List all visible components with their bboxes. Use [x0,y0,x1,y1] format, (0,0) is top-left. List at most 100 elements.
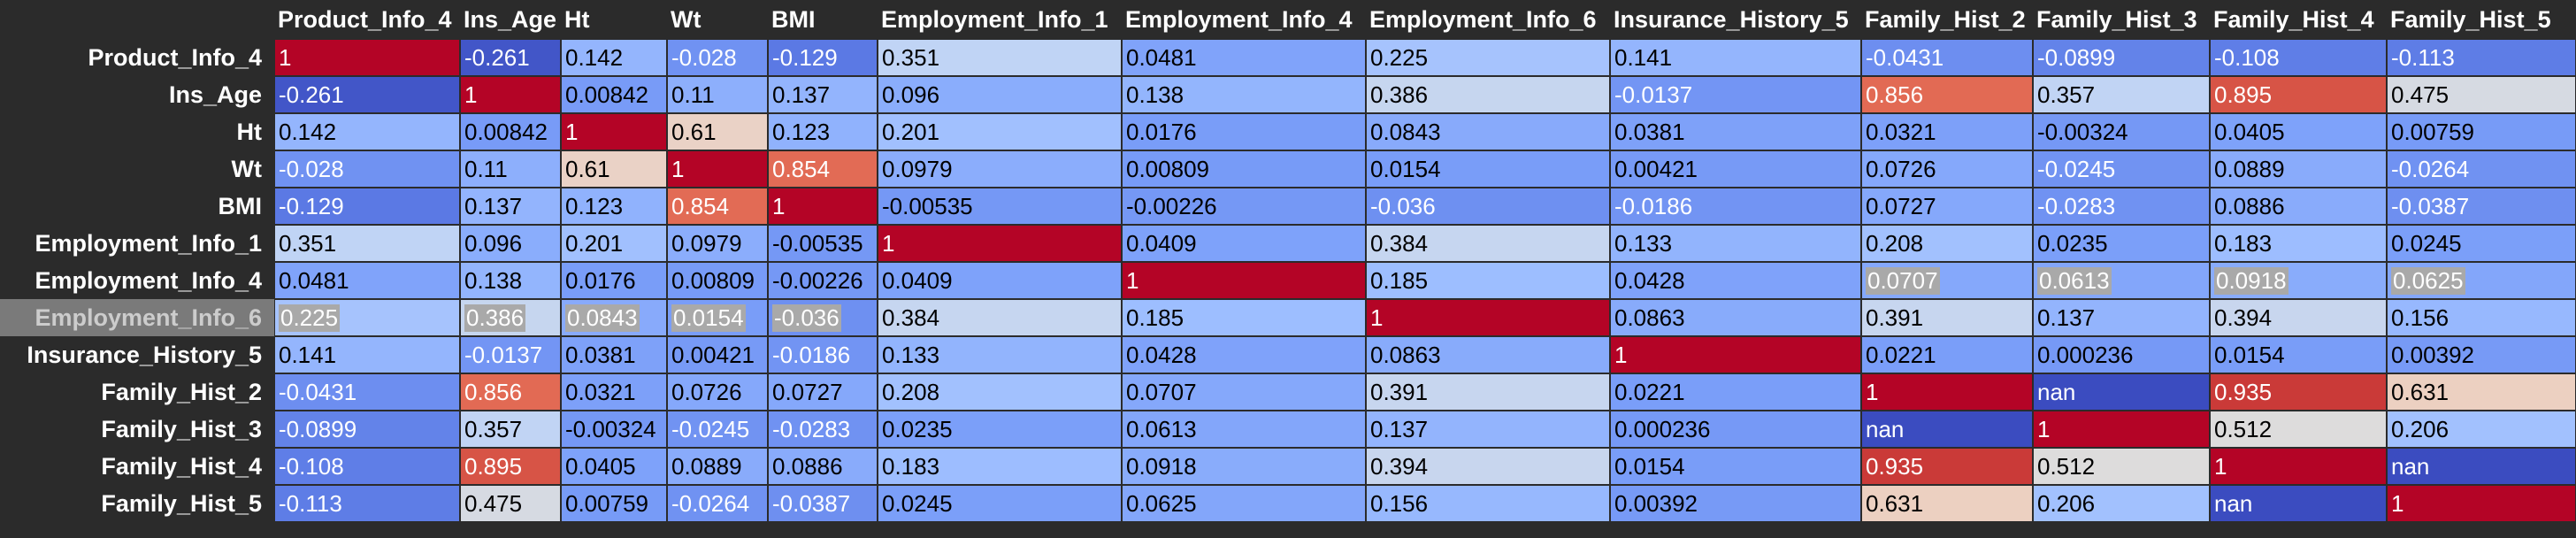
cell-ins-age-ins-age[interactable]: 1 [460,76,561,113]
cell-wt-family-hist-4[interactable]: 0.0889 [2210,150,2387,188]
cell-family-hist-3-insurance-history-5[interactable]: 0.000236 [1610,411,1861,448]
cell-ins-age-insurance-history-5[interactable]: -0.0137 [1610,76,1861,113]
cell-family-hist-2-wt[interactable]: 0.0726 [667,373,768,411]
cell-family-hist-4-wt[interactable]: 0.0889 [667,448,768,485]
cell-family-hist-5-product-info-4[interactable]: -0.113 [274,485,460,522]
cell-family-hist-4-employment-info-6[interactable]: 0.394 [1366,448,1610,485]
column-header-family-hist-3[interactable]: Family_Hist_3 [2036,5,2197,33]
cell-ins-age-family-hist-4[interactable]: 0.895 [2210,76,2387,113]
cell-bmi-bmi[interactable]: 1 [768,188,878,225]
cell-family-hist-4-family-hist-3[interactable]: 0.512 [2033,448,2210,485]
cell-ins-age-family-hist-3[interactable]: 0.357 [2033,76,2210,113]
cell-bmi-wt[interactable]: 0.854 [667,188,768,225]
cell-insurance-history-5-wt[interactable]: 0.00421 [667,336,768,373]
cell-family-hist-5-employment-info-1[interactable]: 0.0245 [878,485,1122,522]
row-header-employment-info-4[interactable]: Employment_Info_4 [34,266,262,294]
cell-family-hist-3-product-info-4[interactable]: -0.0899 [274,411,460,448]
cell-product-info-4-insurance-history-5[interactable]: 0.141 [1610,39,1861,76]
cell-employment-info-4-family-hist-3[interactable]: 0.0613 [2033,262,2210,299]
cell-family-hist-2-bmi[interactable]: 0.0727 [768,373,878,411]
cell-family-hist-5-employment-info-4[interactable]: 0.0625 [1122,485,1366,522]
cell-employment-info-1-ht[interactable]: 0.201 [561,225,667,262]
cell-insurance-history-5-family-hist-5[interactable]: 0.00392 [2387,336,2576,373]
cell-family-hist-3-employment-info-6[interactable]: 0.137 [1366,411,1610,448]
cell-family-hist-4-family-hist-4[interactable]: 1 [2210,448,2387,485]
cell-bmi-employment-info-6[interactable]: -0.036 [1366,188,1610,225]
cell-employment-info-4-bmi[interactable]: -0.00226 [768,262,878,299]
column-header-employment-info-4[interactable]: Employment_Info_4 [1125,5,1353,33]
cell-wt-ht[interactable]: 0.61 [561,150,667,188]
cell-ins-age-product-info-4[interactable]: -0.261 [274,76,460,113]
column-header-ht[interactable]: Ht [564,5,590,33]
cell-employment-info-1-family-hist-4[interactable]: 0.183 [2210,225,2387,262]
cell-ht-employment-info-4[interactable]: 0.0176 [1122,113,1366,150]
cell-family-hist-2-family-hist-3[interactable]: nan [2033,373,2210,411]
cell-family-hist-2-employment-info-4[interactable]: 0.0707 [1122,373,1366,411]
row-header-family-hist-4[interactable]: Family_Hist_4 [101,452,262,480]
cell-family-hist-4-product-info-4[interactable]: -0.108 [274,448,460,485]
row-header-family-hist-5[interactable]: Family_Hist_5 [101,489,262,517]
cell-ht-ins-age[interactable]: 0.00842 [460,113,561,150]
cell-family-hist-5-insurance-history-5[interactable]: 0.00392 [1610,485,1861,522]
cell-family-hist-4-family-hist-5[interactable]: nan [2387,448,2576,485]
cell-ht-insurance-history-5[interactable]: 0.0381 [1610,113,1861,150]
column-header-ins-age[interactable]: Ins_Age [464,5,557,33]
cell-employment-info-6-family-hist-3[interactable]: 0.137 [2033,299,2210,336]
cell-ins-age-wt[interactable]: 0.11 [667,76,768,113]
cell-ht-wt[interactable]: 0.61 [667,113,768,150]
row-header-wt[interactable]: Wt [231,155,262,182]
cell-family-hist-3-ins-age[interactable]: 0.357 [460,411,561,448]
column-header-wt[interactable]: Wt [671,5,702,33]
cell-employment-info-4-family-hist-5[interactable]: 0.0625 [2387,262,2576,299]
column-header-bmi[interactable]: BMI [771,5,816,33]
cell-family-hist-4-family-hist-2[interactable]: 0.935 [1861,448,2033,485]
cell-ins-age-family-hist-2[interactable]: 0.856 [1861,76,2033,113]
cell-insurance-history-5-employment-info-6[interactable]: 0.0863 [1366,336,1610,373]
cell-ht-family-hist-4[interactable]: 0.0405 [2210,113,2387,150]
cell-product-info-4-family-hist-4[interactable]: -0.108 [2210,39,2387,76]
column-header-employment-info-1[interactable]: Employment_Info_1 [881,5,1108,33]
row-header-ins-age[interactable]: Ins_Age [168,81,262,108]
cell-family-hist-5-family-hist-4[interactable]: nan [2210,485,2387,522]
cell-insurance-history-5-ht[interactable]: 0.0381 [561,336,667,373]
cell-insurance-history-5-employment-info-1[interactable]: 0.133 [878,336,1122,373]
cell-employment-info-6-family-hist-5[interactable]: 0.156 [2387,299,2576,336]
cell-ht-family-hist-3[interactable]: -0.00324 [2033,113,2210,150]
cell-employment-info-6-wt[interactable]: 0.0154 [667,299,768,336]
cell-product-info-4-family-hist-5[interactable]: -0.113 [2387,39,2576,76]
cell-insurance-history-5-employment-info-4[interactable]: 0.0428 [1122,336,1366,373]
cell-wt-ins-age[interactable]: 0.11 [460,150,561,188]
cell-employment-info-4-employment-info-6[interactable]: 0.185 [1366,262,1610,299]
cell-family-hist-3-ht[interactable]: -0.00324 [561,411,667,448]
column-header-employment-info-6[interactable]: Employment_Info_6 [1369,5,1597,33]
cell-wt-employment-info-1[interactable]: 0.0979 [878,150,1122,188]
cell-employment-info-1-employment-info-4[interactable]: 0.0409 [1122,225,1366,262]
cell-bmi-product-info-4[interactable]: -0.129 [274,188,460,225]
cell-product-info-4-product-info-4[interactable]: 1 [274,39,460,76]
cell-wt-employment-info-6[interactable]: 0.0154 [1366,150,1610,188]
cell-bmi-family-hist-2[interactable]: 0.0727 [1861,188,2033,225]
cell-family-hist-5-ht[interactable]: 0.00759 [561,485,667,522]
cell-insurance-history-5-family-hist-4[interactable]: 0.0154 [2210,336,2387,373]
cell-family-hist-2-family-hist-2[interactable]: 1 [1861,373,2033,411]
cell-employment-info-4-insurance-history-5[interactable]: 0.0428 [1610,262,1861,299]
column-header-family-hist-5[interactable]: Family_Hist_5 [2390,5,2551,33]
cell-employment-info-4-employment-info-4[interactable]: 1 [1122,262,1366,299]
cell-ins-age-bmi[interactable]: 0.137 [768,76,878,113]
cell-family-hist-3-family-hist-2[interactable]: nan [1861,411,2033,448]
cell-employment-info-1-family-hist-5[interactable]: 0.0245 [2387,225,2576,262]
cell-employment-info-6-family-hist-4[interactable]: 0.394 [2210,299,2387,336]
cell-family-hist-2-employment-info-6[interactable]: 0.391 [1366,373,1610,411]
cell-employment-info-1-employment-info-6[interactable]: 0.384 [1366,225,1610,262]
cell-family-hist-5-employment-info-6[interactable]: 0.156 [1366,485,1610,522]
cell-bmi-family-hist-5[interactable]: -0.0387 [2387,188,2576,225]
cell-insurance-history-5-family-hist-2[interactable]: 0.0221 [1861,336,2033,373]
cell-employment-info-6-bmi[interactable]: -0.036 [768,299,878,336]
cell-family-hist-3-employment-info-1[interactable]: 0.0235 [878,411,1122,448]
column-header-family-hist-2[interactable]: Family_Hist_2 [1865,5,2026,33]
cell-employment-info-6-ins-age[interactable]: 0.386 [460,299,561,336]
cell-employment-info-6-product-info-4[interactable]: 0.225 [274,299,460,336]
cell-bmi-family-hist-3[interactable]: -0.0283 [2033,188,2210,225]
cell-wt-family-hist-3[interactable]: -0.0245 [2033,150,2210,188]
row-header-employment-info-1[interactable]: Employment_Info_1 [34,229,262,257]
